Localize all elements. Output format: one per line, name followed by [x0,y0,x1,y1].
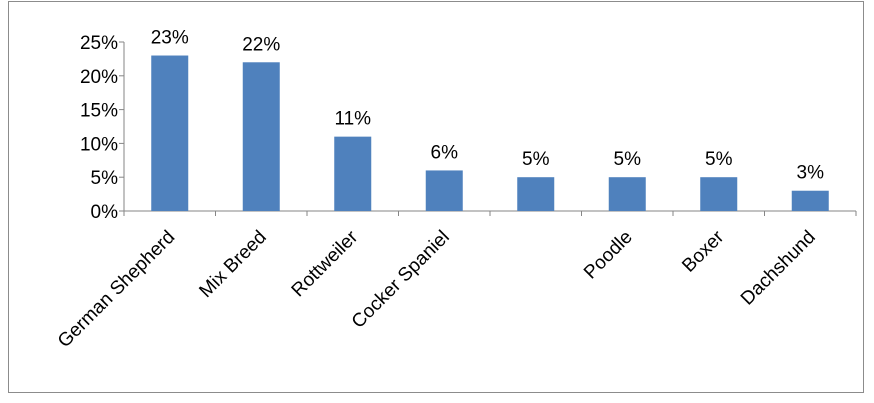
y-tick-label: 15% [80,101,118,122]
y-tick-label: 20% [80,67,118,88]
x-tick-label: Cocker Spaniel [348,227,454,333]
y-tick-label: 10% [80,134,118,155]
y-tick-label: 25% [80,33,118,54]
data-label: 5% [614,149,642,170]
data-label: 11% [334,109,371,130]
bar [791,190,829,211]
data-label: 22% [242,34,280,55]
data-label: 23% [151,28,189,49]
bar [700,177,738,211]
y-tick-label: 0% [91,202,119,223]
bar [334,136,372,211]
data-label: 3% [797,163,825,184]
y-tick-label: 5% [91,168,119,189]
x-tick-label: Boxer [678,226,728,276]
bar [608,177,646,211]
bar [517,177,555,211]
bar [151,55,189,211]
x-tick-label: Rottweiler [288,226,363,301]
data-label: 5% [705,149,733,170]
bar [425,170,463,211]
data-label: 6% [431,142,459,163]
x-tick-label: Poodle [580,227,637,284]
x-tick-label: German Shepherd [54,227,179,352]
data-label: 5% [522,149,550,170]
bar [242,62,280,211]
x-tick-label: Mix Breed [195,227,270,302]
x-tick-label: Dachshund [737,227,820,310]
